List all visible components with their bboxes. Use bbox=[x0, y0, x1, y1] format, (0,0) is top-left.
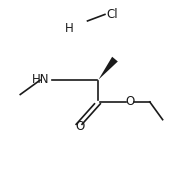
Text: HN: HN bbox=[32, 73, 49, 86]
Polygon shape bbox=[99, 57, 118, 80]
Text: O: O bbox=[76, 120, 85, 133]
Text: H: H bbox=[65, 22, 74, 35]
Text: Cl: Cl bbox=[107, 8, 118, 21]
Text: O: O bbox=[125, 95, 134, 108]
